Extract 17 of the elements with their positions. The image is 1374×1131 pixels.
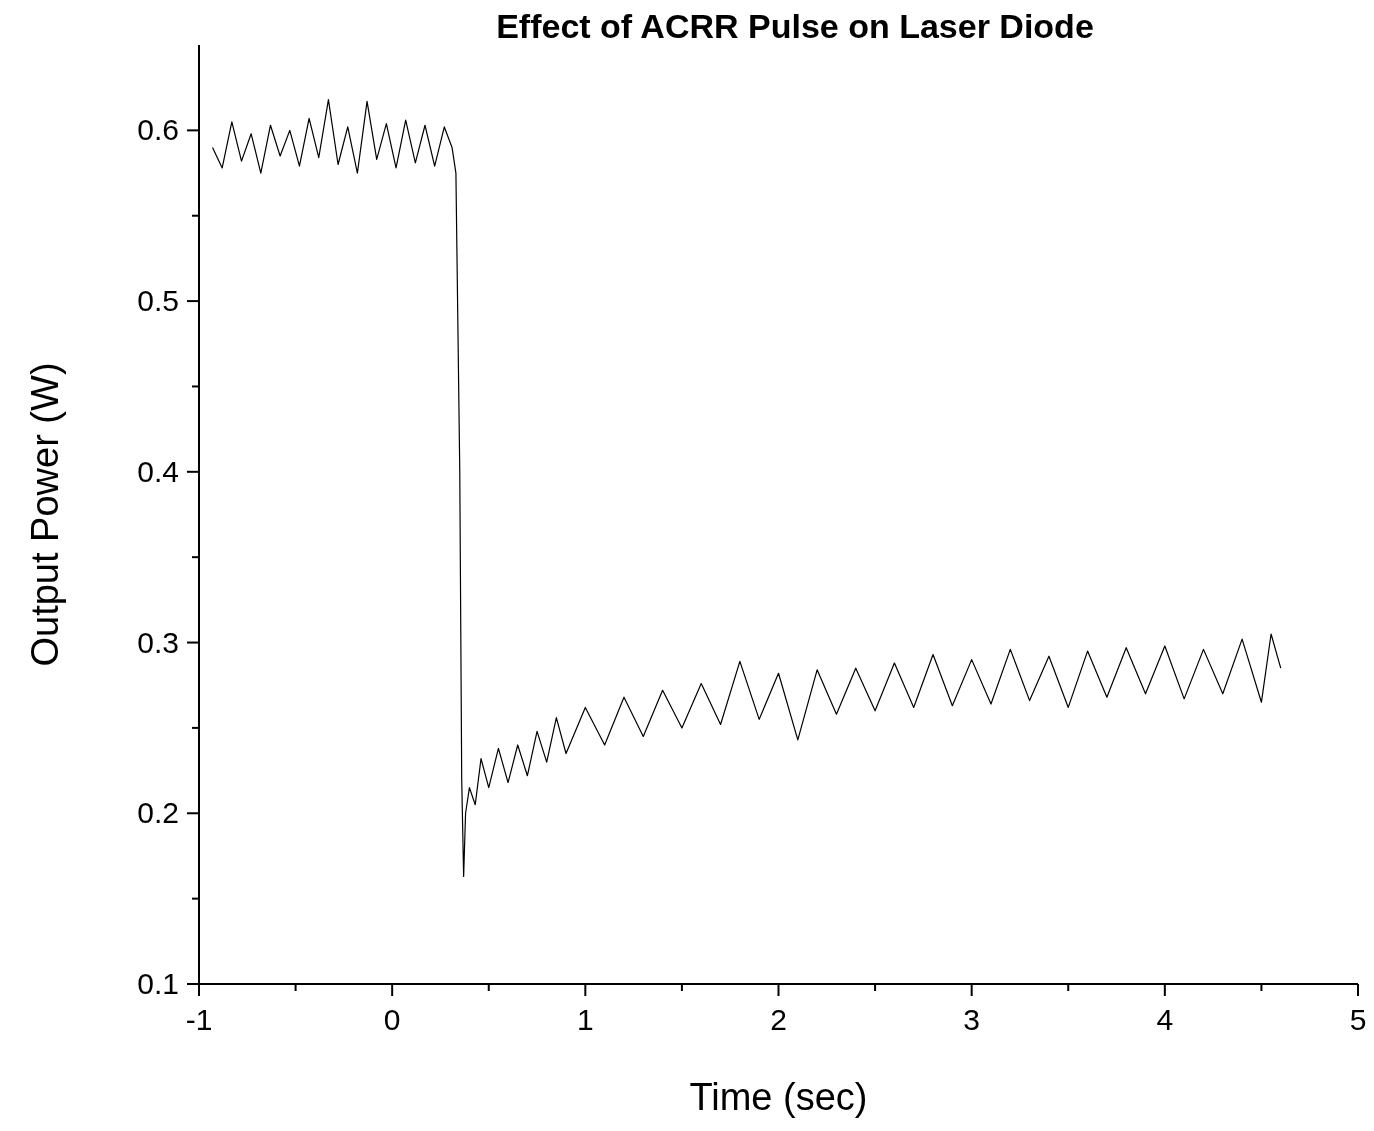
x-tick-label: 2 (770, 1003, 787, 1036)
x-tick-label: 5 (1349, 1003, 1367, 1036)
y-tick-label: 0.2 (137, 796, 179, 830)
y-tick-label: 0.1 (137, 967, 179, 1000)
x-tick-label: 3 (963, 1003, 981, 1036)
x-tick-label: 1 (576, 1003, 594, 1036)
y-tick-label: 0.5 (137, 284, 179, 318)
line-series (211, 99, 1282, 878)
y-tick-label: 0.6 (137, 113, 179, 147)
y-tick-label: 0.4 (137, 454, 179, 488)
x-tick-label: -1 (185, 1003, 213, 1036)
y-tick-label: 0.3 (137, 625, 179, 659)
x-tick-label: 4 (1156, 1003, 1174, 1036)
y-axis-title: Output Power (W) (24, 362, 66, 667)
x-tick-label: 0 (383, 1003, 401, 1036)
chart-title: Effect of ACRR Pulse on Laser Diode (496, 7, 1094, 45)
x-axis-title: Time (sec) (689, 1076, 868, 1118)
